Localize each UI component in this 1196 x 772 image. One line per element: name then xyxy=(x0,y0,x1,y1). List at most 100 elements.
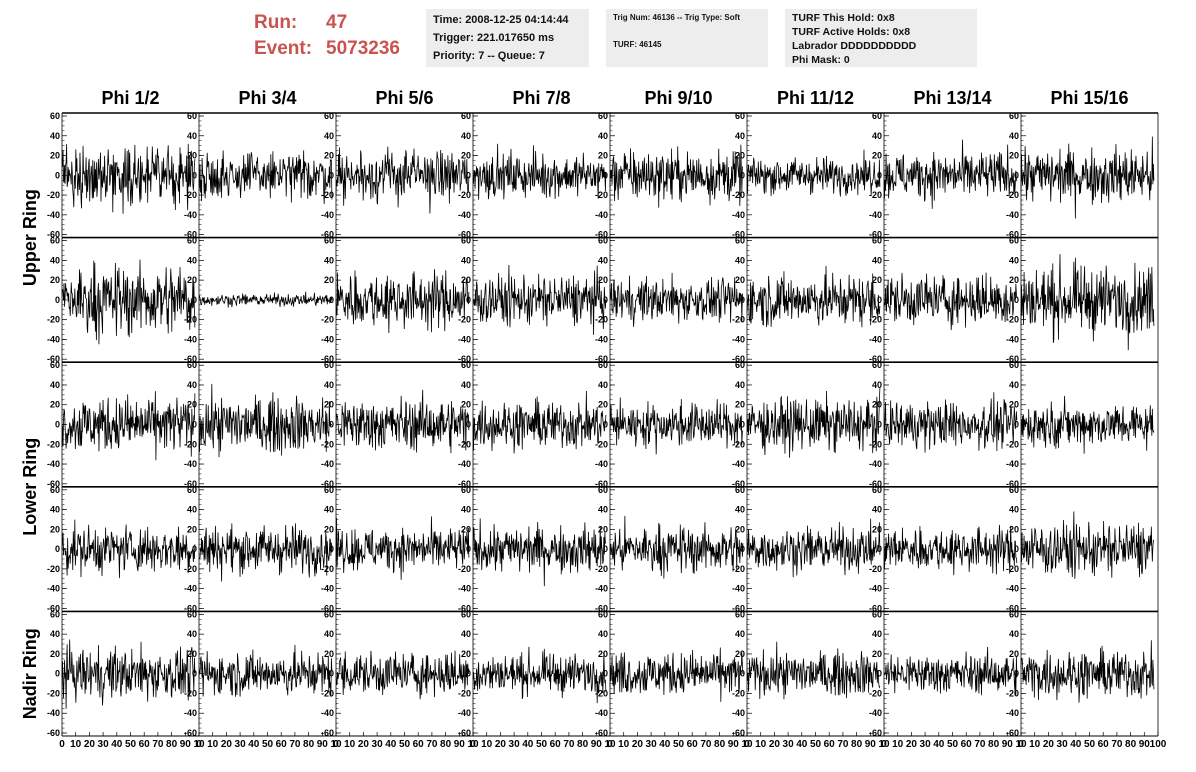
y-tick-label: -20 xyxy=(732,190,745,200)
y-tick-label: -40 xyxy=(47,459,60,469)
waveform-panel: 60 40 20 0 -20 -40 -60 xyxy=(321,360,473,489)
column-header: Phi 11/12 xyxy=(777,88,854,108)
waveform-panel: 60 40 20 0 -20 -40 -60 xyxy=(458,111,610,240)
waveform-trace xyxy=(472,518,607,587)
waveform-panel: 60 40 20 0 -20 -40 -60 xyxy=(458,360,610,489)
x-tick-label: 60 xyxy=(413,739,425,750)
y-tick-label: -40 xyxy=(595,334,608,344)
y-tick-label: 20 xyxy=(187,275,197,285)
y-tick-label: 20 xyxy=(735,400,745,410)
y-tick-label: 20 xyxy=(324,649,334,659)
y-tick-label: -60 xyxy=(184,479,197,489)
time-line: Time: 2008-12-25 04:14:44 xyxy=(433,14,569,26)
y-tick-label: 20 xyxy=(461,524,471,534)
y-tick-label: 60 xyxy=(735,609,745,619)
y-tick-label: 0 xyxy=(192,420,197,430)
y-tick-label: -20 xyxy=(1006,190,1019,200)
y-tick-label: 20 xyxy=(324,524,334,534)
x-tick-label: 80 xyxy=(988,739,1000,750)
y-tick-label: 60 xyxy=(872,360,882,370)
run-label: Run: xyxy=(254,12,298,33)
y-tick-label: -60 xyxy=(595,354,608,364)
y-tick-label: -20 xyxy=(458,315,471,325)
y-tick-label: 40 xyxy=(50,131,60,141)
y-tick-label: 60 xyxy=(461,360,471,370)
y-tick-label: 0 xyxy=(466,295,471,305)
y-tick-label: 0 xyxy=(1014,295,1019,305)
waveform-panel: 60 40 20 0 -20 -40 -60 xyxy=(47,236,199,364)
ring-label: Lower Ring xyxy=(20,438,40,536)
y-tick-label: -20 xyxy=(184,439,197,449)
y-tick-label: 20 xyxy=(598,275,608,285)
waveform-trace xyxy=(746,265,881,328)
y-tick-label: -60 xyxy=(595,479,608,489)
y-tick-label: 0 xyxy=(740,420,745,430)
x-tick-label: 10 xyxy=(892,739,904,750)
y-tick-label: -20 xyxy=(47,564,60,574)
y-tick-label: 20 xyxy=(187,649,197,659)
y-tick-label: -60 xyxy=(321,479,334,489)
y-tick-label: -20 xyxy=(1006,688,1019,698)
time-info-panel: Time: 2008-12-25 04:14:44 Trigger: 221.0… xyxy=(426,9,589,67)
y-tick-label: 40 xyxy=(1009,380,1019,390)
y-tick-label: -40 xyxy=(1006,459,1019,469)
labrador-line: Labrador DDDDDDDDDD xyxy=(792,40,917,52)
y-tick-label: -60 xyxy=(869,354,882,364)
y-tick-label: -40 xyxy=(321,584,334,594)
y-tick-label: 40 xyxy=(872,255,882,265)
y-tick-label: 60 xyxy=(872,609,882,619)
y-tick-label: 20 xyxy=(324,275,334,285)
trigger-line: Trigger: 221.017650 ms xyxy=(433,32,555,44)
y-tick-label: 0 xyxy=(329,669,334,679)
waveform-panel: 60 40 20 0 -20 -40 -60 xyxy=(184,236,336,364)
y-tick-label: 40 xyxy=(598,131,608,141)
y-tick-label: -20 xyxy=(321,439,334,449)
y-tick-label: 40 xyxy=(187,380,197,390)
y-tick-label: 40 xyxy=(735,629,745,639)
y-tick-label: 60 xyxy=(1009,609,1019,619)
y-tick-label: 40 xyxy=(1009,629,1019,639)
x-tick-label: 80 xyxy=(1125,739,1137,750)
waveform-panel: 60 40 20 0 -20 -40 -60 xyxy=(595,236,747,364)
waveform-trace xyxy=(472,391,607,454)
y-tick-label: 20 xyxy=(461,275,471,285)
x-tick-label: 20 xyxy=(769,739,781,750)
x-tick-label: 20 xyxy=(221,739,233,750)
y-tick-label: 0 xyxy=(603,170,608,180)
x-tick-label: 10 xyxy=(330,739,342,750)
y-tick-label: 40 xyxy=(872,131,882,141)
ring-label: Nadir Ring xyxy=(20,628,40,719)
x-tick-label: 90 xyxy=(317,739,329,750)
y-tick-label: 60 xyxy=(735,111,745,121)
y-tick-label: -20 xyxy=(458,190,471,200)
y-tick-label: -40 xyxy=(869,708,882,718)
x-tick-label: 10 xyxy=(618,739,630,750)
y-tick-label: -60 xyxy=(732,230,745,240)
y-tick-label: 60 xyxy=(50,236,60,246)
y-tick-label: -40 xyxy=(184,210,197,220)
y-tick-label: -20 xyxy=(869,564,882,574)
y-tick-label: -60 xyxy=(595,230,608,240)
x-tick-label: 70 xyxy=(700,739,712,750)
y-tick-label: -40 xyxy=(732,210,745,220)
y-tick-label: -60 xyxy=(458,479,471,489)
y-tick-label: 20 xyxy=(1009,151,1019,161)
x-tick-label: 30 xyxy=(646,739,658,750)
y-tick-label: 60 xyxy=(187,609,197,619)
y-tick-label: -40 xyxy=(595,210,608,220)
y-tick-label: 0 xyxy=(466,544,471,554)
x-tick-label: 50 xyxy=(947,739,959,750)
y-tick-label: -60 xyxy=(321,230,334,240)
y-tick-label: -40 xyxy=(732,708,745,718)
x-tick-label: 20 xyxy=(358,739,370,750)
waveform-trace xyxy=(198,644,333,697)
x-tick-label: 40 xyxy=(933,739,945,750)
y-tick-label: -40 xyxy=(732,584,745,594)
waveform-panel: 60 40 20 0 -20 -40 -60 xyxy=(869,360,1021,489)
waveform-panel: 60 40 20 0 -20 -40 -60 xyxy=(321,111,473,240)
phi-mask-line: Phi Mask: 0 xyxy=(792,54,850,66)
